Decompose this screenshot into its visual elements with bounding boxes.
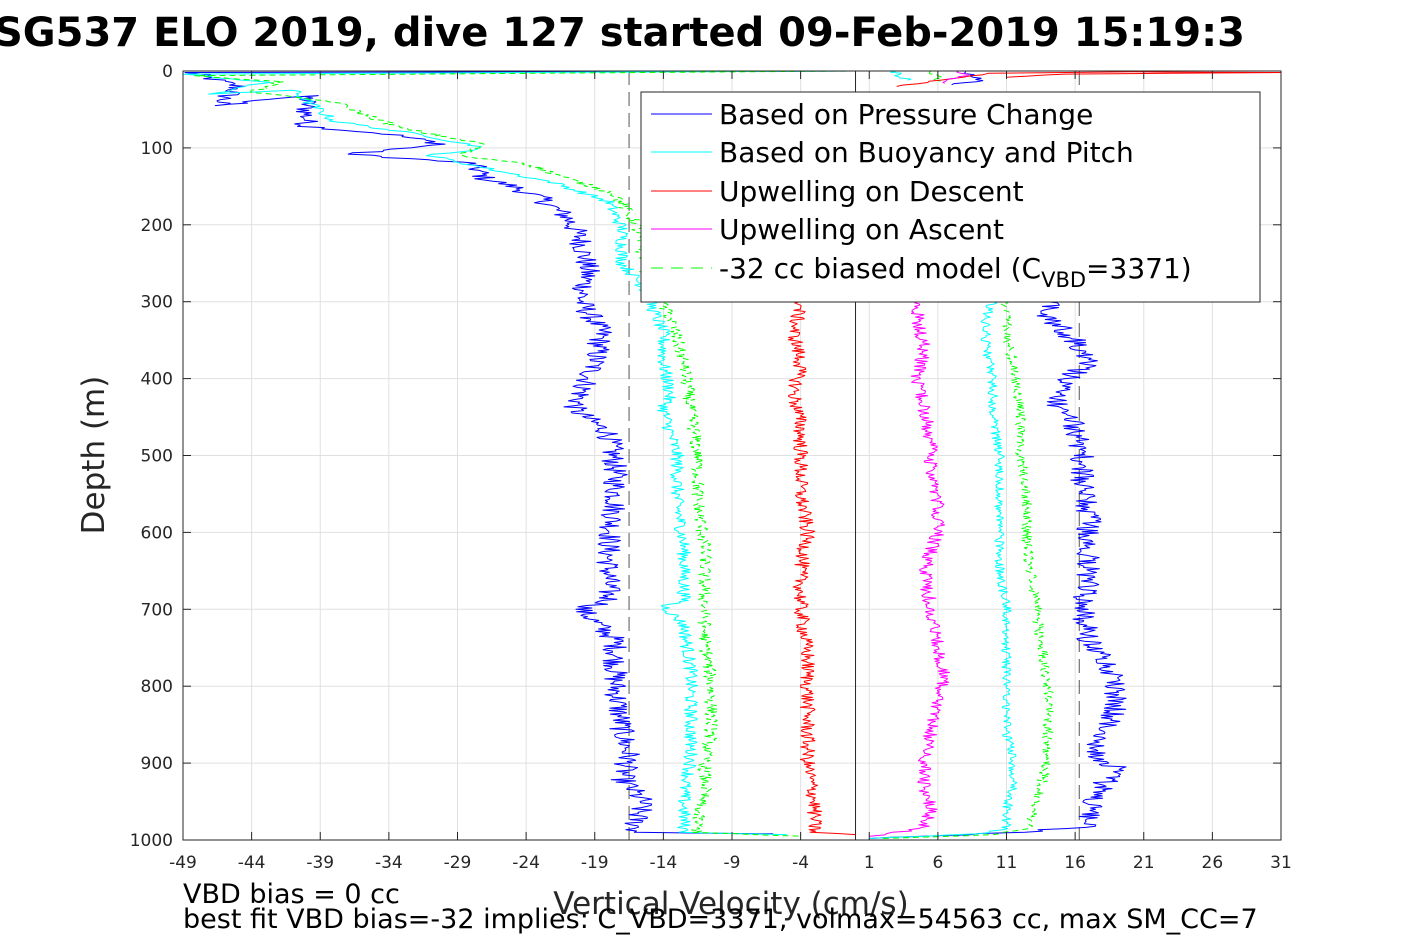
- x-tick-label: 21: [1133, 853, 1155, 873]
- legend-label-biased-model: -32 cc biased model (CVBD=3371): [719, 252, 1192, 292]
- x-tick-label: -24: [512, 853, 540, 873]
- x-tick-label: 1: [864, 853, 875, 873]
- legend-label-pressure: Based on Pressure Change: [719, 98, 1093, 131]
- series-upwelling-descent: [787, 301, 856, 836]
- legend-label-upwelling-descent: Upwelling on Descent: [719, 175, 1024, 208]
- y-tick-label: 800: [141, 677, 173, 697]
- y-tick-label: 500: [141, 447, 173, 467]
- x-tick-label: 31: [1270, 853, 1292, 873]
- x-axis-label: Vertical Velocity (cm/s): [553, 886, 908, 922]
- x-tick-label: -19: [581, 853, 609, 873]
- series-buoyancy-descent: [182, 70, 856, 836]
- series-pressure-ascent: [869, 301, 1127, 839]
- y-tick-label: 700: [141, 600, 173, 620]
- x-tick-label: 11: [996, 853, 1018, 873]
- x-tick-label: -39: [306, 853, 334, 873]
- series-upwelling-ascent: [869, 301, 950, 837]
- x-tick-label: 6: [932, 853, 943, 873]
- x-tick-label: -9: [724, 853, 741, 873]
- series-pressure-descent: [184, 70, 856, 835]
- plot-area: [182, 70, 1282, 839]
- best-fit-note: best fit VBD bias=-32 implies: C_VBD=337…: [183, 904, 1258, 935]
- y-tick-label: 100: [141, 139, 173, 159]
- x-tick-label: 16: [1064, 853, 1086, 873]
- x-axis-ticks: -49 -44 -39 -34 -29 -24 -19 -14 -9 -4 1 6 11 16 21 26 31: [169, 71, 1292, 873]
- x-tick-label: -49: [169, 853, 197, 873]
- series-biased-ascent: [882, 301, 1054, 839]
- chart-title: SG537 ELO 2019, dive 127 started 09-Feb-…: [0, 10, 1245, 56]
- series-buoyancy-surface: [890, 70, 912, 81]
- y-tick-label: 200: [141, 216, 173, 236]
- x-tick-label: -34: [375, 853, 403, 873]
- x-tick-label: 26: [1202, 853, 1224, 873]
- series-biased-descent: [194, 70, 856, 837]
- x-tick-label: -14: [649, 853, 677, 873]
- x-tick-label: -29: [444, 853, 472, 873]
- legend-label-upwelling-ascent: Upwelling on Ascent: [719, 213, 1004, 246]
- y-tick-label: 300: [141, 293, 173, 313]
- legend: Based on Pressure Change Based on Buoyanc…: [640, 91, 1261, 303]
- series-upwelling-descent-surface: [896, 71, 1282, 87]
- legend-box: [640, 91, 1261, 303]
- legend-label-buoyancy: Based on Buoyancy and Pitch: [719, 136, 1134, 169]
- y-tick-label: 0: [162, 62, 173, 82]
- y-tick-label: 600: [141, 523, 173, 543]
- y-axis-ticks: 0 100 200 300 400 500 600 700 800 900 1000: [130, 62, 1281, 851]
- x-tick-label: -44: [238, 853, 266, 873]
- series-biased-surface: [929, 70, 944, 82]
- series-upwelling-ascent-surface: [942, 70, 969, 84]
- y-tick-label: 400: [141, 370, 173, 390]
- y-axis-label: Depth (m): [76, 376, 112, 535]
- y-tick-label: 900: [141, 754, 173, 774]
- vbd-bias-note: VBD bias = 0 cc: [183, 879, 400, 910]
- y-tick-label: 1000: [130, 831, 173, 851]
- series-buoyancy-ascent: [869, 301, 1018, 839]
- x-tick-label: -4: [792, 853, 809, 873]
